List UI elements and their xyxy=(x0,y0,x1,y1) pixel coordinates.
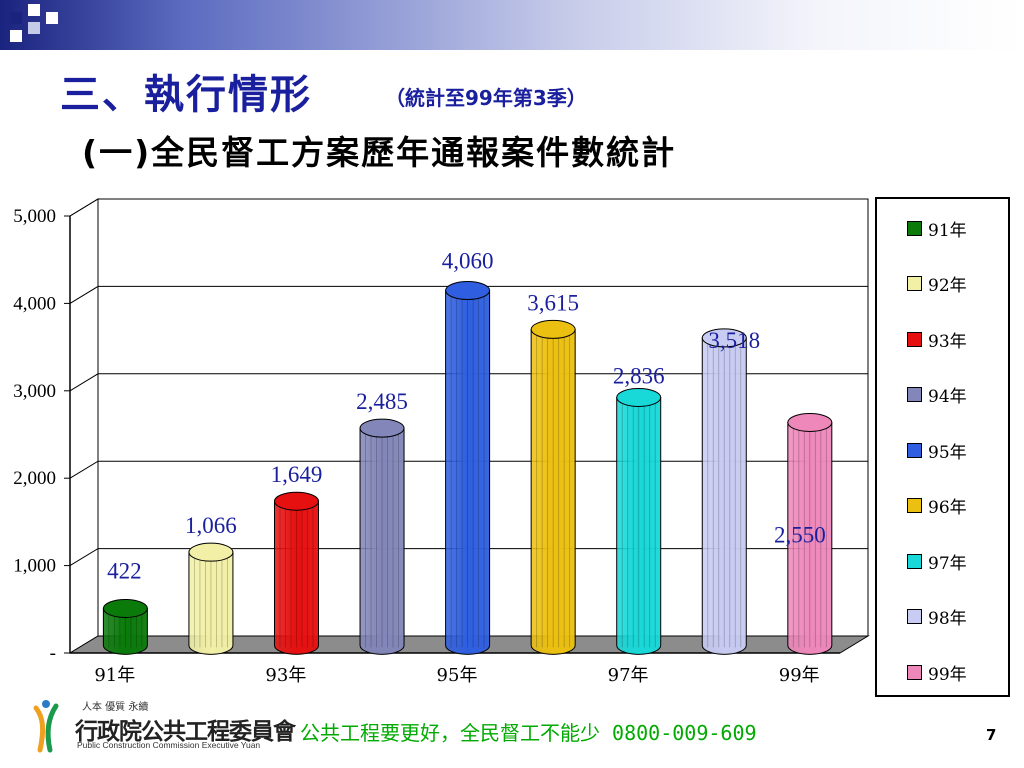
bar-95年 xyxy=(445,281,491,655)
legend-item-97年: 97年 xyxy=(907,550,967,574)
legend-label: 97年 xyxy=(928,553,967,574)
legend-label: 99年 xyxy=(928,664,967,685)
page-number: 7 xyxy=(986,726,997,744)
slide-subtitle: (一)全民督工方案歷年通報案件數統計 xyxy=(82,133,677,172)
legend-swatch xyxy=(907,553,922,569)
slide-title: 三、執行情形 xyxy=(60,72,312,118)
bar-91年 xyxy=(102,598,148,655)
legend-item-91年: 91年 xyxy=(907,217,967,241)
gridline xyxy=(69,460,868,479)
legend-item-99年: 99年 xyxy=(907,661,967,685)
legend-item-95年: 95年 xyxy=(907,439,967,463)
legend-item-96年: 96年 xyxy=(907,495,967,518)
data-label: 1,649 xyxy=(271,462,323,487)
bar-92年 xyxy=(188,542,234,655)
y-tick-label: 4,000 xyxy=(13,293,56,314)
bar-99年 xyxy=(787,412,833,655)
legend-item-94年: 94年 xyxy=(907,384,967,407)
legend-swatch xyxy=(907,220,922,236)
gridline xyxy=(69,373,868,392)
data-label: 2,836 xyxy=(613,363,665,388)
y-tick-label: 1,000 xyxy=(13,556,56,577)
legend-label: 94年 xyxy=(928,387,967,407)
x-tick-label: 99年 xyxy=(779,665,820,686)
chart-legend: 91年 92年 93年 94年 95年 96年 97年 98年 99年 xyxy=(875,197,1010,697)
legend-item-98年: 98年 xyxy=(907,606,967,629)
legend-label: 93年 xyxy=(928,331,967,352)
logo-english-name: Public Construction Commission Executive… xyxy=(77,740,261,750)
legend-swatch xyxy=(907,442,922,458)
bar-chart: - 1,000 2,000 3,000 4,000 5,000 422 1,066 1,649 2… xyxy=(13,198,870,686)
logo-tagline: 人本 優質 永續 xyxy=(82,702,149,713)
y-tick-label: 2,000 xyxy=(13,468,56,489)
legend-item-92年: 92年 xyxy=(907,273,967,296)
x-tick-label: 95年 xyxy=(437,665,478,686)
bar-97年 xyxy=(616,387,662,655)
x-tick-label: 93年 xyxy=(265,665,306,686)
data-label: 422 xyxy=(107,558,142,583)
footer-slogan: 公共工程要更好，全民督工不能少 0800-009-609 xyxy=(300,721,757,745)
y-tick-label: 3,000 xyxy=(13,381,56,402)
bar-98年 xyxy=(701,328,747,655)
chart-side-wall xyxy=(69,198,99,654)
data-label: 2,485 xyxy=(356,389,408,414)
logo-name: 行政院公共工程委員會 xyxy=(75,719,296,745)
legend-swatch xyxy=(907,387,922,402)
logo: 人本 優質 永續 行政院公共工程委員會 Public Construction … xyxy=(30,698,300,758)
legend-swatch xyxy=(907,276,922,291)
data-label: 3,518 xyxy=(708,328,760,353)
x-tick-label: 97年 xyxy=(608,665,649,686)
legend-swatch xyxy=(907,498,922,513)
top-gradient-bar xyxy=(0,0,1024,50)
legend-label: 92年 xyxy=(928,276,967,296)
y-tick-label: 5,000 xyxy=(13,206,56,227)
bar-93年 xyxy=(273,491,319,655)
data-label: 4,060 xyxy=(442,249,494,274)
data-label: 3,615 xyxy=(527,290,579,315)
legend-swatch xyxy=(907,664,922,680)
gridline xyxy=(69,285,868,304)
bar-94年 xyxy=(359,418,405,655)
legend-label: 91年 xyxy=(928,220,967,241)
legend-label: 95年 xyxy=(928,442,967,463)
data-label: 1,066 xyxy=(185,513,237,538)
gridline xyxy=(69,548,868,567)
logo-emblem xyxy=(33,700,59,753)
legend-swatch xyxy=(907,609,922,624)
legend-swatch xyxy=(907,331,922,347)
slide-title-note: （統計至99年第3季） xyxy=(385,86,587,110)
bar-96年 xyxy=(530,319,576,655)
legend-label: 98年 xyxy=(928,609,967,629)
x-tick-label: 91年 xyxy=(94,665,135,686)
y-tick-label: - xyxy=(50,643,56,664)
legend-label: 96年 xyxy=(928,498,967,518)
legend-item-93年: 93年 xyxy=(907,328,967,352)
corner-squares-decoration xyxy=(10,4,58,42)
gridline xyxy=(69,198,868,217)
data-label: 2,550 xyxy=(774,522,826,547)
